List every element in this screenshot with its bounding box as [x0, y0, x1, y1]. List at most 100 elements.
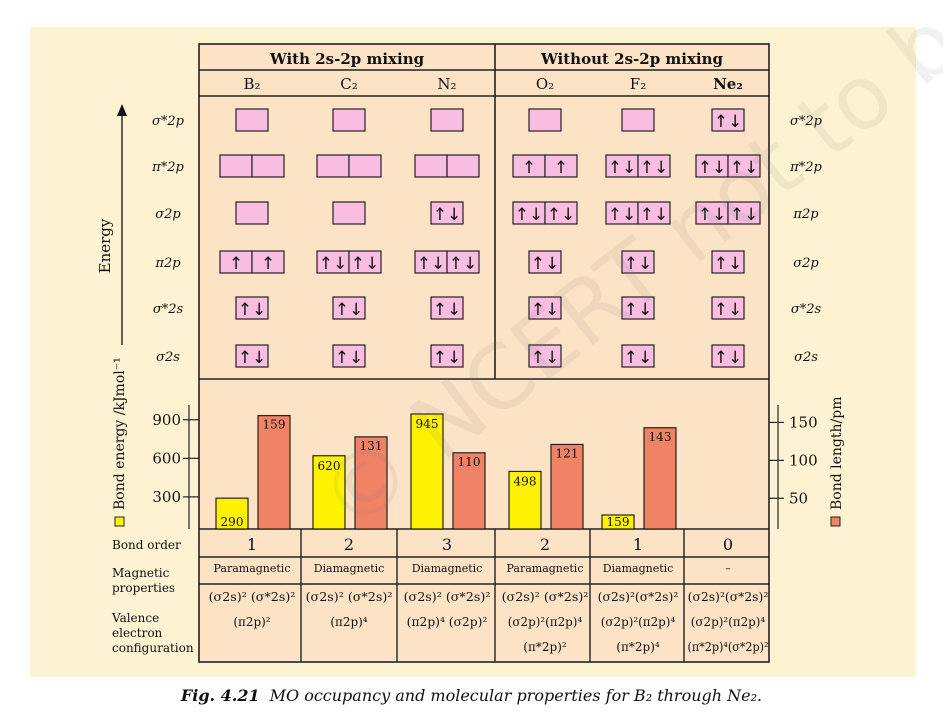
- electron-arrows: ↑↓: [238, 348, 267, 368]
- orbital-box: [332, 296, 366, 320]
- orbital-label-left: σ2p: [155, 207, 181, 222]
- config-value: (σ2s)²(σ*2s)²: [598, 590, 679, 604]
- electron-arrows: ↑↓: [531, 300, 560, 320]
- bond-energy-value-label: 945: [416, 417, 439, 431]
- electron-arrows: ↑↓: [319, 254, 348, 274]
- electron-arrows: ↑↓: [714, 348, 743, 368]
- energy-axis-label: Energy: [96, 218, 114, 273]
- molecule-label: N₂: [437, 75, 456, 93]
- config-value: (π2p)⁴ (σ2p)²: [407, 615, 488, 629]
- orbital-label-left: σ*2s: [153, 302, 184, 317]
- orbital-label-left: σ2s: [156, 350, 180, 365]
- config-value: (π2p)⁴: [330, 615, 367, 629]
- electron-arrows: ↑↓: [335, 300, 364, 320]
- config-value: (π*2p)⁴: [616, 640, 660, 654]
- orbital-label-right: π2p: [792, 207, 819, 222]
- orbital-box: [711, 296, 745, 320]
- orbital-label-right: σ2p: [793, 256, 819, 271]
- orbital-box: [348, 250, 382, 274]
- magnetic-label: properties: [112, 581, 175, 595]
- bond-length-value-label: 131: [360, 439, 383, 453]
- bond-energy-bar: [215, 497, 249, 530]
- orbital-box: [235, 108, 269, 132]
- orbital-label-right: σ*2p: [790, 114, 823, 129]
- orbital-box: [544, 154, 578, 178]
- magnetic-value: Diamagnetic: [603, 562, 674, 575]
- electron-arrows: ↑↓: [335, 348, 364, 368]
- without-mixing-header: Without 2s-2p mixing: [540, 50, 724, 68]
- magnetic-value: Paramagnetic: [506, 562, 583, 575]
- electron-arrows: ↑↓: [531, 348, 560, 368]
- molecule-label: O₂: [536, 75, 554, 93]
- bond-order-value: 2: [344, 535, 354, 554]
- electron-arrows: ↑↓: [608, 158, 637, 178]
- bond-length-bar: [257, 415, 291, 530]
- bond-length-bar: [354, 436, 388, 530]
- electron-arrows: ↑↓: [714, 300, 743, 320]
- energy-axis-arrow: [117, 104, 127, 116]
- electron-arrows: ↑↓: [417, 254, 446, 274]
- orbital-box: [430, 344, 464, 368]
- orbital-box: [414, 154, 448, 178]
- electron-arrows: ↑↓: [624, 348, 653, 368]
- electron-arrows: ↑↓: [547, 205, 576, 225]
- orbital-label-right: σ2s: [794, 350, 818, 365]
- left-axis-tick-label: 900: [152, 411, 181, 429]
- orbital-label-left: σ*2p: [152, 114, 185, 129]
- orbital-box: [446, 250, 480, 274]
- orbital-box: [235, 296, 269, 320]
- caption-label: Fig. 4.21: [180, 686, 260, 705]
- orbital-box: [711, 250, 745, 274]
- orbital-label-right: σ*2s: [791, 302, 822, 317]
- orbital-label-right: π*2p: [789, 160, 822, 175]
- orbital-box: [637, 154, 671, 178]
- orbital-box: [711, 344, 745, 368]
- legend-swatch-bond-length: [830, 516, 841, 527]
- orbital-box: [235, 201, 269, 225]
- magnetic-value: Diamagnetic: [314, 562, 385, 575]
- molecule-label: C₂: [340, 75, 358, 93]
- molecule-label: B₂: [243, 75, 260, 93]
- orbital-box: [430, 296, 464, 320]
- bond-order-value: 3: [442, 535, 452, 554]
- orbital-box: [251, 154, 285, 178]
- orbital-box: [528, 344, 562, 368]
- electron-arrows: ↑: [261, 254, 275, 274]
- electron-arrows: ↑↓: [624, 300, 653, 320]
- orbital-label-left: π2p: [154, 256, 181, 271]
- electron-arrows: ↑↓: [698, 205, 727, 225]
- bond-length-bar: [643, 427, 677, 530]
- panel-border: [198, 43, 770, 663]
- electron-arrows: ↑↓: [531, 254, 560, 274]
- config-value: (σ2p)²(π2p)⁴: [508, 615, 583, 629]
- electron-arrows: ↑↓: [624, 254, 653, 274]
- magnetic-value: –: [725, 562, 731, 575]
- orbital-box: [711, 108, 745, 132]
- config-value: (π*2p)²: [523, 640, 567, 654]
- orbital-box: [528, 296, 562, 320]
- orbital-box: [332, 344, 366, 368]
- bond-order-value: 1: [633, 535, 643, 554]
- bond-energy-value-label: 290: [221, 515, 244, 529]
- left-axis-title: Bond energy /kJmol⁻¹: [112, 357, 128, 510]
- bond-length-bar: [452, 452, 486, 530]
- config-label: electron: [112, 626, 163, 640]
- electron-arrows: ↑↓: [433, 348, 462, 368]
- electron-arrows: ↑↓: [608, 205, 637, 225]
- bond-order-value: 1: [247, 535, 257, 554]
- bond-energy-bar: [601, 514, 635, 530]
- orbital-box: [528, 250, 562, 274]
- right-axis-tick-label: 100: [789, 451, 818, 469]
- electron-arrows: ↑↓: [640, 205, 669, 225]
- bond-chart: 300 600 900 50 100 150 Bond energy /kJmol⁻¹ Bon…: [112, 357, 845, 530]
- molecule-label: F₂: [630, 75, 646, 93]
- orbital-box: [621, 344, 655, 368]
- config-value: (π*2p)⁴(σ*2p)²: [688, 640, 769, 654]
- orbital-box: [235, 344, 269, 368]
- left-axis-tick-label: 600: [152, 449, 181, 467]
- bond-length-value-label: 110: [458, 455, 481, 469]
- orbital-box: [430, 201, 464, 225]
- bond-energy-bar: [410, 413, 444, 530]
- with-mixing-header: With 2s-2p mixing: [269, 50, 425, 68]
